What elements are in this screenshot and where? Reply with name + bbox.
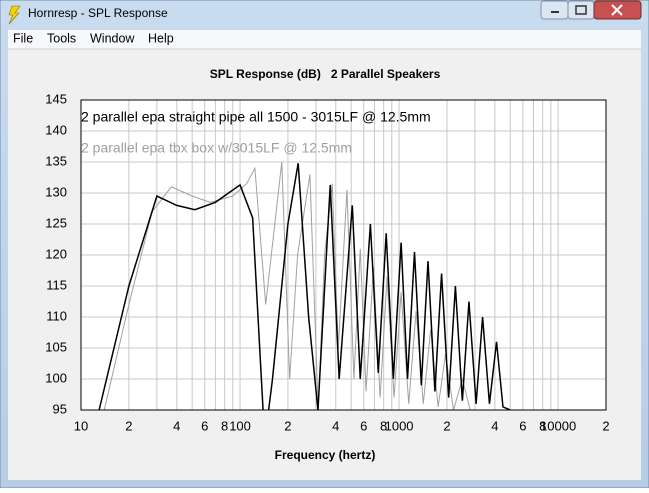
y-tick-label: 145 [45, 91, 67, 106]
y-tick-label: 115 [46, 277, 67, 292]
legend-label: 2 parallel epa tbx box w/3015LF @ 12.5mm [81, 140, 352, 156]
x-tick-label: 1000 [385, 418, 414, 433]
x-tick-label: 10000 [540, 418, 576, 433]
x-tick-label: 4 [332, 418, 339, 433]
menu-item[interactable]: Help [148, 31, 174, 45]
legend-label: 2 parallel epa straight pipe all 1500 - … [81, 109, 431, 125]
x-tick-label: 6 [360, 418, 367, 433]
series-line [98, 163, 511, 410]
x-axis-label: Frequency (hertz) [275, 448, 376, 462]
x-tick-label: 4 [173, 418, 180, 433]
y-tick-label: 100 [45, 370, 67, 385]
x-tick-label: 4 [491, 418, 498, 433]
x-tick-label: 6 [519, 418, 526, 433]
x-tick-label: 6 [201, 418, 208, 433]
x-tick-label: 8 [380, 418, 387, 433]
menu-item[interactable]: Tools [47, 31, 76, 45]
plot-border [80, 99, 607, 411]
y-tick-label: 140 [45, 122, 67, 137]
minimize-button[interactable] [540, 0, 569, 20]
x-tick-label: 10 [74, 418, 88, 433]
menu-item[interactable]: File [13, 31, 33, 45]
x-tick-label: 100 [229, 418, 251, 433]
series-line [103, 161, 471, 410]
y-tick-label: 110 [46, 308, 67, 323]
window-title: Hornresp - SPL Response [28, 6, 168, 20]
y-tick-label: 135 [45, 153, 67, 168]
x-tick-label: 8 [539, 418, 546, 433]
x-tick-label: 2 [443, 418, 450, 433]
x-tick-label: 2 [284, 418, 291, 433]
x-tick-label: 2 [125, 418, 132, 433]
close-icon [611, 4, 623, 16]
maximize-button[interactable] [567, 0, 595, 20]
window-controls [540, 0, 642, 20]
maximize-icon [575, 5, 587, 15]
y-tick-label: 125 [45, 215, 67, 230]
y-tick-label: 95 [53, 401, 67, 416]
y-tick-label: 130 [45, 184, 67, 199]
chart-title: SPL Response (dB) 2 Parallel Speakers [210, 67, 441, 81]
y-tick-label: 105 [45, 339, 67, 354]
menu-bar [8, 30, 641, 49]
x-tick-label: 8 [221, 418, 228, 433]
x-tick-label: 2 [602, 418, 609, 433]
y-tick-label: 120 [45, 246, 67, 261]
plot-lines [98, 161, 511, 410]
minimize-icon [551, 11, 559, 13]
app-icon [8, 5, 21, 25]
menu-item[interactable]: Window [90, 31, 135, 45]
